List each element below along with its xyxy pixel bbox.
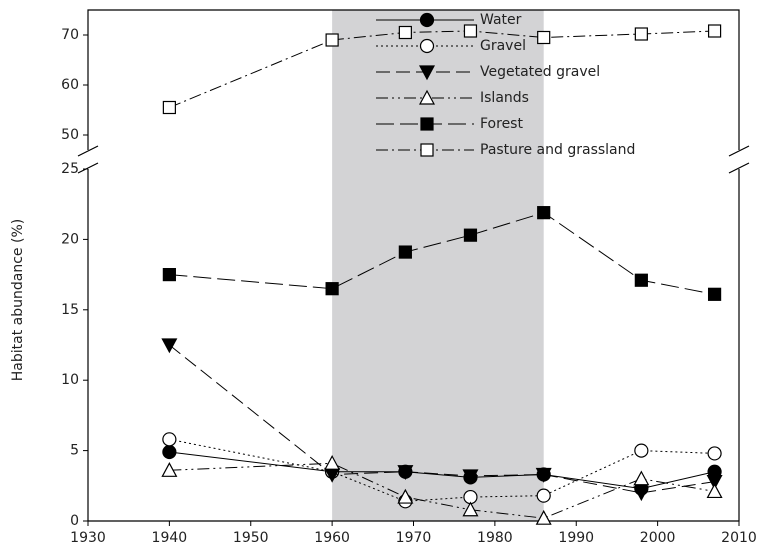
axis-break xyxy=(77,145,99,157)
marker xyxy=(161,338,178,354)
marker xyxy=(707,446,722,461)
marker xyxy=(162,432,177,447)
marker xyxy=(537,30,551,45)
marker xyxy=(633,486,650,502)
marker xyxy=(162,100,176,115)
y-tick-label: 50 xyxy=(61,127,79,143)
marker xyxy=(398,245,412,259)
marker xyxy=(398,25,412,40)
legend-label: Water xyxy=(480,12,522,28)
marker xyxy=(634,443,649,458)
legend-label: Pasture and grassland xyxy=(480,142,635,158)
legend-marker xyxy=(418,65,436,81)
y-tick-label: 5 xyxy=(70,443,79,459)
marker xyxy=(162,444,177,460)
marker xyxy=(706,483,723,499)
marker xyxy=(325,33,339,47)
legend-marker xyxy=(420,117,434,131)
marker xyxy=(397,465,414,480)
x-tick-label: 1980 xyxy=(477,530,513,546)
marker xyxy=(325,282,339,296)
x-tick-label: 1960 xyxy=(314,530,350,546)
legend-label: Forest xyxy=(480,116,523,132)
marker xyxy=(706,474,723,490)
x-tick-label: 1930 xyxy=(70,530,106,546)
legend-marker xyxy=(420,143,434,157)
y-tick-label: 20 xyxy=(61,231,79,247)
y-axis-label: Habitat abundance (%) xyxy=(10,219,26,381)
marker xyxy=(536,488,551,503)
x-tick-label: 2000 xyxy=(640,530,676,546)
x-tick-label: 1990 xyxy=(558,530,594,546)
marker xyxy=(462,501,479,517)
y-tick-label: 60 xyxy=(61,77,79,93)
marker xyxy=(162,268,176,282)
x-tick-label: 1970 xyxy=(396,530,432,546)
y-tick-label: 0 xyxy=(70,513,79,529)
legend-label: Islands xyxy=(480,90,529,106)
marker xyxy=(634,273,648,287)
y-tick-label: 70 xyxy=(61,27,79,43)
marker xyxy=(535,509,552,525)
legend-label: Vegetated gravel xyxy=(480,64,600,80)
marker xyxy=(537,206,551,220)
axis-break xyxy=(728,145,750,157)
marker xyxy=(535,467,552,483)
x-tick-label: 2010 xyxy=(721,530,757,546)
shaded-span xyxy=(332,10,544,521)
legend-marker xyxy=(419,12,435,28)
marker xyxy=(397,488,414,504)
marker xyxy=(707,24,722,38)
marker xyxy=(707,287,722,301)
marker xyxy=(161,462,178,477)
y-tick-label: 15 xyxy=(61,302,79,318)
axis-break xyxy=(728,162,750,174)
marker xyxy=(463,228,478,242)
marker xyxy=(634,27,648,41)
marker xyxy=(462,469,479,485)
marker xyxy=(633,470,650,486)
legend-label: Gravel xyxy=(480,38,526,54)
y-tick-label: 25 xyxy=(61,161,79,177)
x-tick-label: 1950 xyxy=(233,530,269,546)
axis-break xyxy=(77,162,99,174)
marker xyxy=(324,455,341,470)
legend-marker xyxy=(419,38,435,54)
marker xyxy=(463,24,478,38)
x-tick-label: 1940 xyxy=(152,530,188,546)
legend-marker xyxy=(418,89,436,105)
y-tick-label: 10 xyxy=(61,372,79,388)
